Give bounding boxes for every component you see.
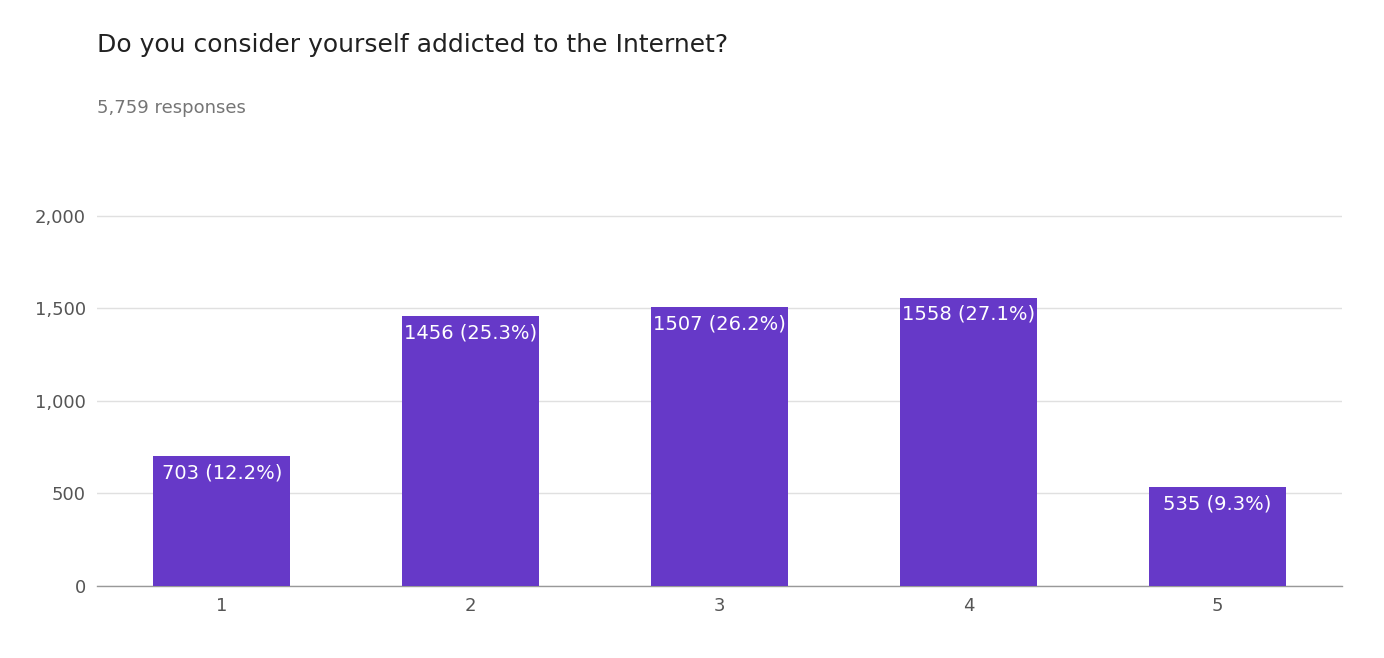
Bar	[154, 455, 291, 586]
Text: 5,759 responses: 5,759 responses	[97, 99, 246, 116]
Text: 703 (12.2%): 703 (12.2%)	[162, 463, 282, 482]
Text: 1558 (27.1%): 1558 (27.1%)	[902, 305, 1035, 324]
Bar	[1149, 487, 1286, 586]
Text: 1456 (25.3%): 1456 (25.3%)	[404, 324, 537, 343]
Bar	[900, 297, 1037, 586]
Text: 1507 (26.2%): 1507 (26.2%)	[653, 315, 786, 334]
Bar	[652, 307, 787, 586]
Bar	[403, 316, 540, 586]
Text: Do you consider yourself addicted to the Internet?: Do you consider yourself addicted to the…	[97, 33, 728, 57]
Text: 535 (9.3%): 535 (9.3%)	[1163, 494, 1272, 513]
